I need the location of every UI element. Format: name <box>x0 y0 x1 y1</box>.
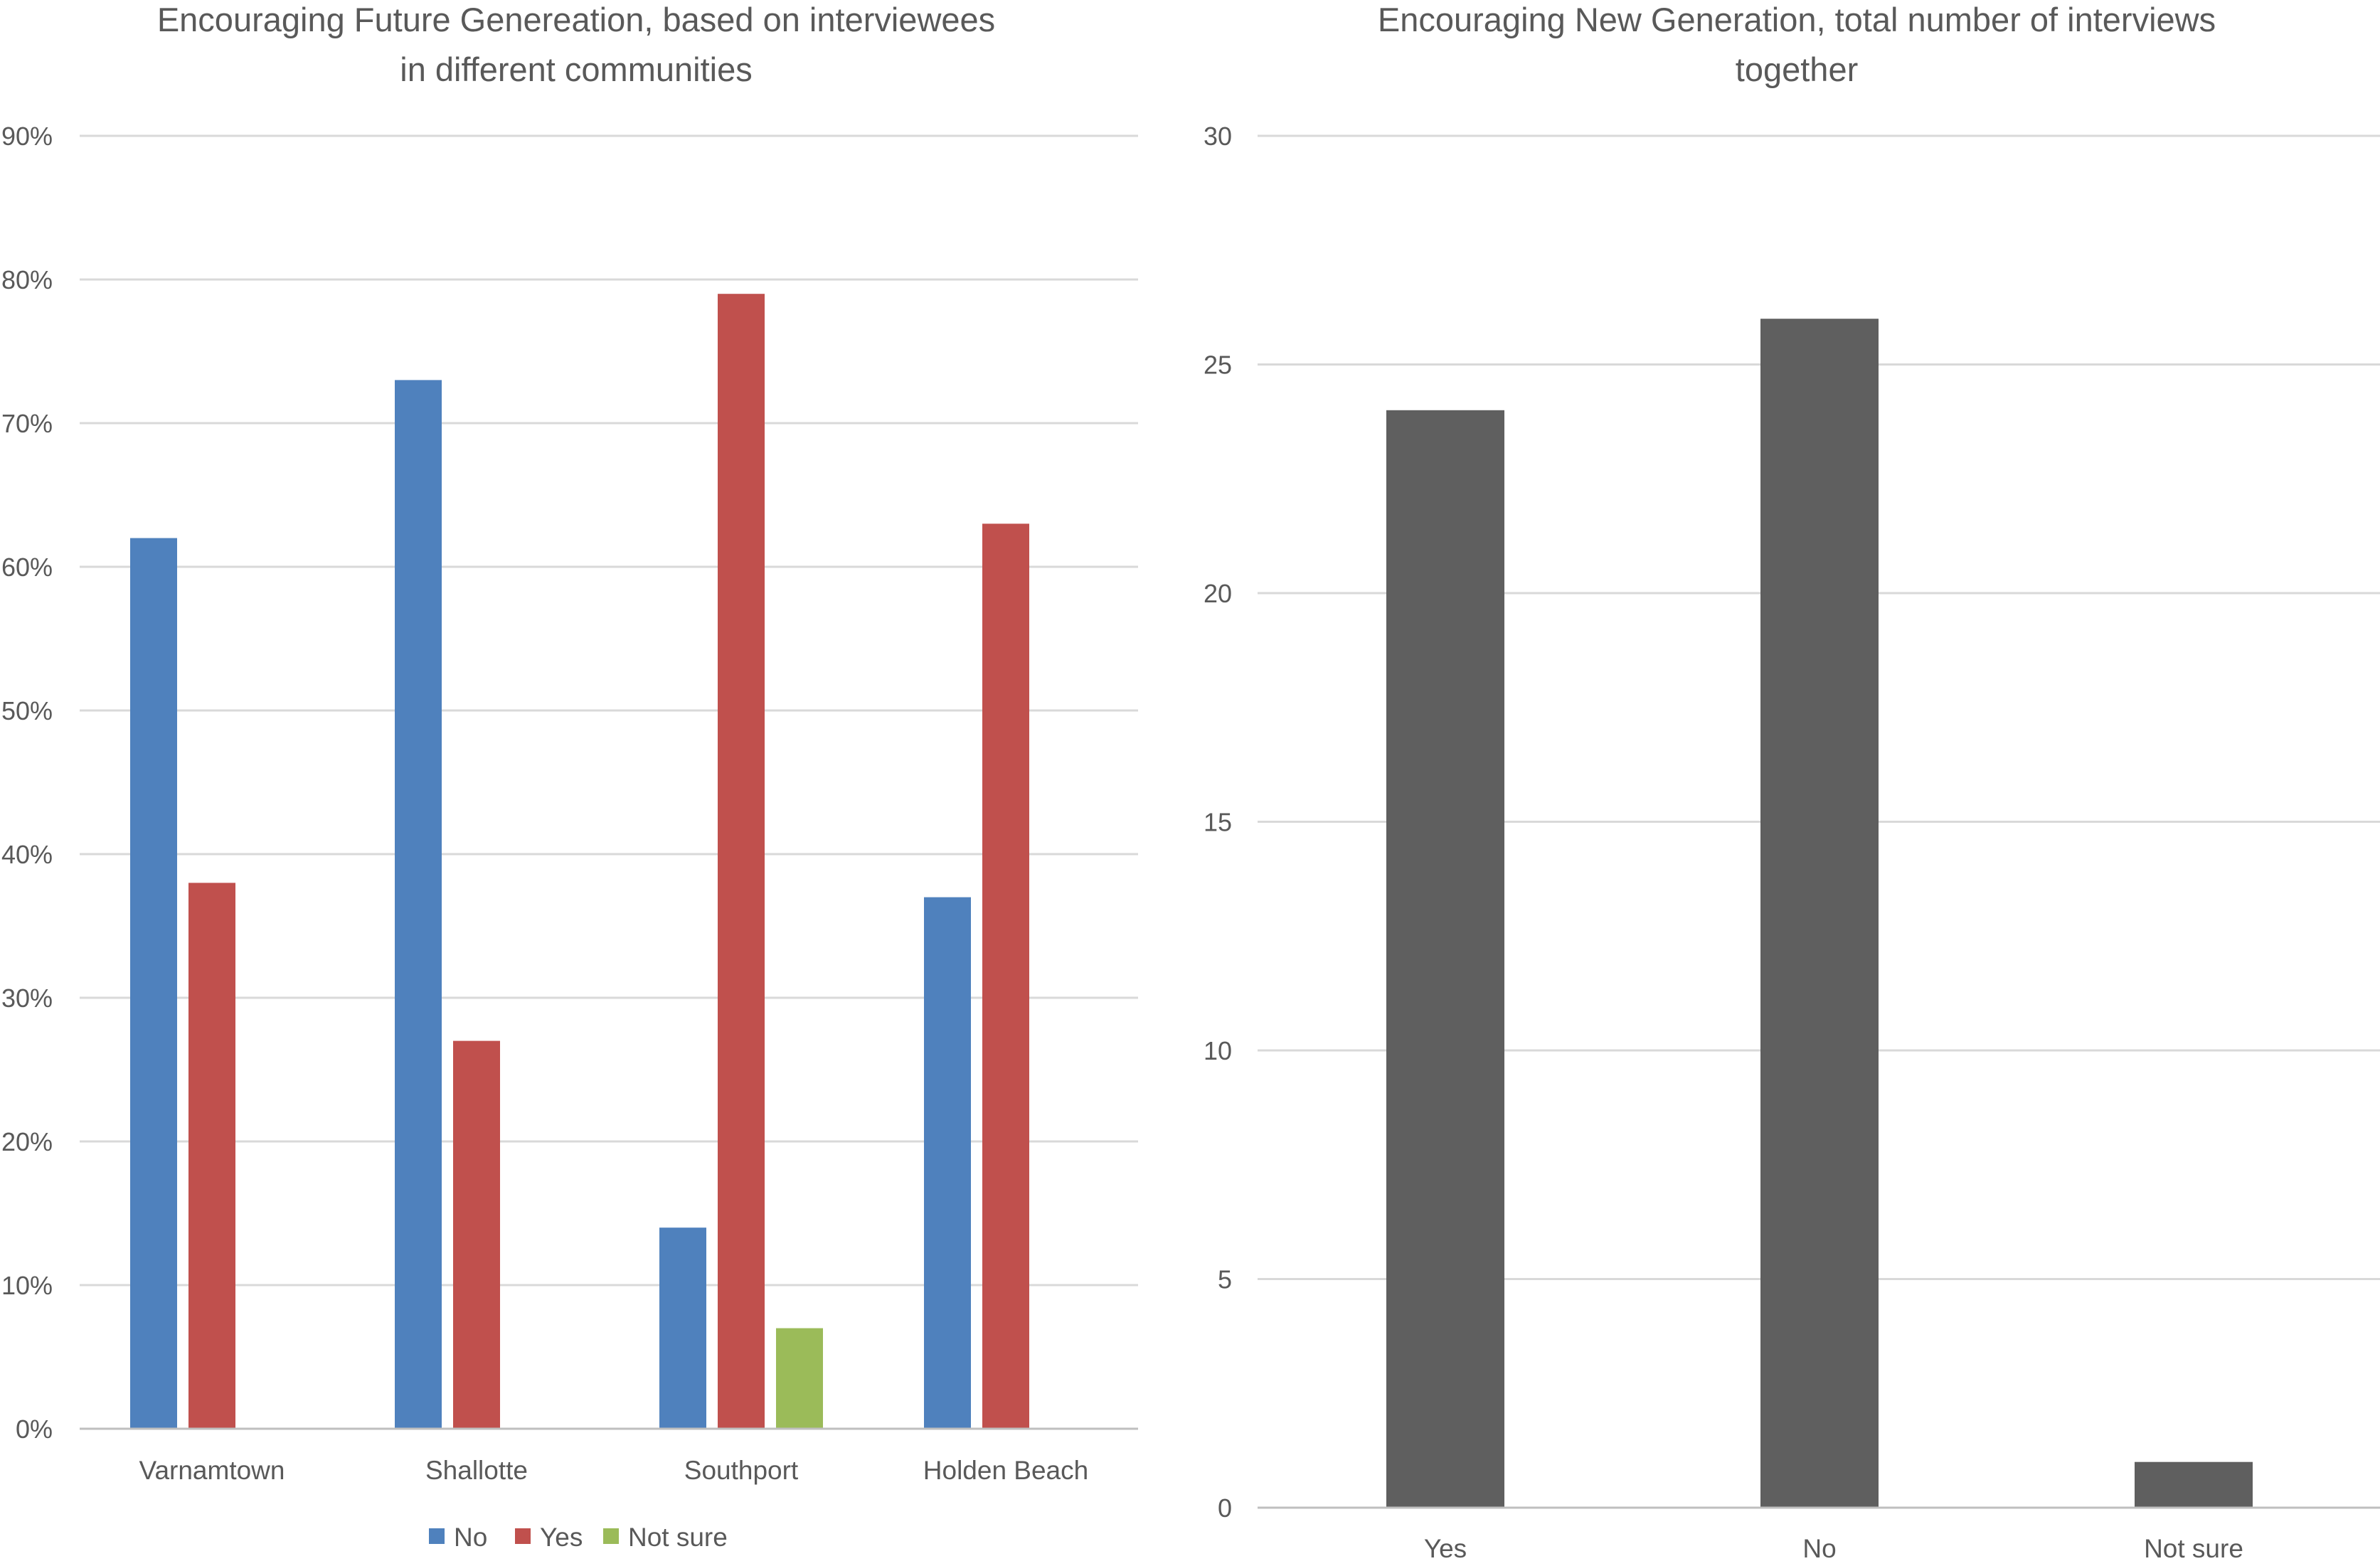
chart-1-bars <box>80 294 1138 1430</box>
chart-1-bar-yes <box>188 883 235 1429</box>
chart-2-y-tick-label: 10 <box>1204 1036 1232 1065</box>
chart-2-x-tick-label: No <box>1802 1534 1836 1563</box>
chart-1-title-line-2: in different communities <box>400 50 752 88</box>
chart-1-legend-swatch <box>603 1528 619 1544</box>
chart-2-title-line-2: together <box>1736 50 1858 88</box>
chart-2-bar <box>1760 319 1879 1508</box>
chart-2-y-tick-label: 30 <box>1204 122 1232 151</box>
chart-1-y-tick-label: 70% <box>1 409 53 438</box>
chart-2-y-tick-label: 0 <box>1218 1493 1232 1523</box>
chart-1-bar-not-sure <box>776 1328 823 1429</box>
chart-2-y-tick-label: 25 <box>1204 351 1232 380</box>
chart-2-bars <box>1258 319 2380 1509</box>
chart-1-bar-yes <box>982 523 1029 1429</box>
chart-2-bar <box>2135 1461 2253 1508</box>
chart-1-y-tick-label: 80% <box>1 265 53 294</box>
chart-2-y-tick-label: 15 <box>1204 808 1232 837</box>
chart-1-legend-swatch <box>515 1528 531 1544</box>
chart-1-bar-no <box>130 538 177 1429</box>
chart-2-bar <box>1386 410 1504 1508</box>
chart-1-legend-label: Not sure <box>628 1523 728 1552</box>
chart-1: Encouraging Future Genereation, based on… <box>1 1 1138 1552</box>
chart-2-title-line-1: Encouraging New Generation, total number… <box>1378 1 2216 38</box>
chart-1-x-tick-label: Holden Beach <box>923 1456 1088 1485</box>
chart-1-legend-label: Yes <box>540 1523 583 1552</box>
chart-1-y-tick-label: 20% <box>1 1127 53 1156</box>
chart-1-y-axis-labels: 0% 10% 20% 30% 40% 50% 60% 70% 80% 90% <box>1 122 53 1444</box>
chart-1-legend: No Yes Not sure <box>429 1523 728 1552</box>
chart-1-bar-no <box>395 380 442 1429</box>
chart-2-y-tick-label: 20 <box>1204 579 1232 608</box>
chart-1-y-tick-label: 50% <box>1 696 53 725</box>
chart-2-y-tick-label: 5 <box>1218 1265 1232 1294</box>
chart-1-x-axis-labels: Varnamtown Shallotte Southport Holden Beach <box>139 1456 1089 1485</box>
chart-1-legend-swatch <box>429 1528 445 1544</box>
chart-2-x-axis-labels: Yes No Not sure <box>1424 1534 2243 1563</box>
chart-2-y-axis-labels: 0 5 10 15 20 25 30 <box>1204 122 1232 1523</box>
chart-1-y-tick-label: 0% <box>16 1415 53 1444</box>
chart-1-y-tick-label: 60% <box>1 553 53 582</box>
chart-2-x-tick-label: Yes <box>1424 1534 1467 1563</box>
chart-2: Encouraging New Generation, total number… <box>1204 1 2380 1563</box>
chart-1-legend-label: No <box>454 1523 487 1552</box>
chart-1-bar-no <box>924 897 971 1429</box>
chart-1-y-tick-label: 90% <box>1 122 53 151</box>
chart-1-y-tick-label: 30% <box>1 984 53 1013</box>
chart-1-y-tick-label: 40% <box>1 840 53 869</box>
chart-1-title-line-1: Encouraging Future Genereation, based on… <box>157 1 995 38</box>
chart-1-x-tick-label: Southport <box>684 1456 799 1485</box>
chart-1-bar-yes <box>718 294 765 1429</box>
chart-1-x-tick-label: Shallotte <box>425 1456 528 1485</box>
chart-1-bar-no <box>659 1227 706 1429</box>
chart-2-x-tick-label: Not sure <box>2144 1534 2243 1563</box>
chart-1-gridlines <box>80 134 1138 1430</box>
chart-1-bar-yes <box>453 1040 500 1429</box>
chart-1-y-tick-label: 10% <box>1 1271 53 1300</box>
chart-1-x-tick-label: Varnamtown <box>139 1456 285 1485</box>
